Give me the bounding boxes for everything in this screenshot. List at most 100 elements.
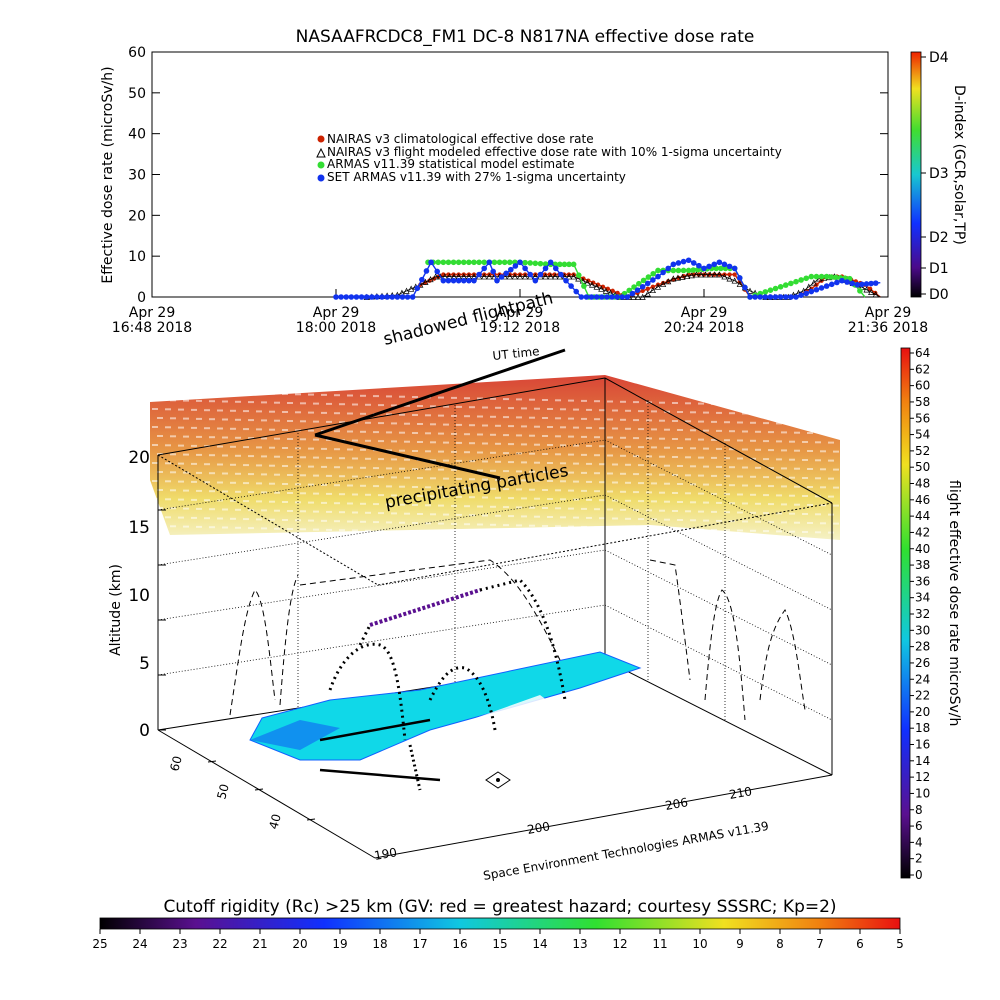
particle-dash (412, 396, 418, 398)
dose-rate-tick-label: 54 (915, 428, 930, 442)
data-point (542, 261, 549, 267)
data-point (782, 282, 789, 288)
particle-dash (508, 533, 514, 536)
particle-dash (828, 423, 834, 426)
particle-dash (269, 410, 275, 413)
particle-dash (607, 490, 613, 493)
particle-dash (196, 507, 202, 510)
particle-dash (373, 431, 379, 434)
particle-dash (386, 467, 392, 470)
dose-rate-tick-label: 18 (915, 721, 930, 735)
particle-dash (373, 503, 379, 506)
latitude-tick-label: 60 (167, 754, 184, 772)
particle-dash (750, 403, 756, 406)
cutoff-rigidity-tick-label: 23 (172, 937, 187, 951)
series-line (366, 274, 881, 298)
particle-dash (261, 401, 267, 404)
data-point (793, 278, 799, 285)
particle-dash (573, 408, 579, 411)
data-point (466, 277, 472, 284)
particle-dash (183, 489, 189, 492)
particle-dash (568, 399, 574, 402)
particle-dash (776, 404, 782, 407)
particle-dash (794, 431, 800, 434)
particle-dash (183, 507, 189, 510)
particle-dash (742, 484, 748, 487)
grid-line (157, 549, 606, 621)
particle-dash (469, 406, 475, 409)
precipitating-particles-field (150, 375, 840, 543)
particle-dash (607, 472, 613, 475)
data-point (578, 294, 585, 300)
particle-dash (789, 530, 795, 533)
particle-layer (150, 375, 840, 540)
particle-dash (742, 430, 748, 433)
particle-dash (334, 466, 340, 469)
particle-dash (651, 464, 657, 467)
particle-dash (703, 447, 709, 450)
particle-dash (308, 429, 314, 432)
data-point (675, 260, 682, 266)
particle-dash (794, 539, 800, 542)
particle-dash (243, 410, 249, 413)
particle-dash (365, 493, 371, 496)
data-point (788, 294, 794, 300)
particle-dash (703, 465, 709, 468)
particle-dash (183, 399, 189, 402)
particle-dash (261, 437, 267, 440)
particle-dash (360, 520, 366, 523)
altitude-tick-label: 0 (139, 721, 150, 741)
particle-dash (269, 464, 275, 467)
particle-dash (768, 539, 774, 542)
particle-dash (378, 458, 384, 461)
particle-dash (729, 412, 735, 415)
particle-dash (698, 402, 704, 405)
particle-dash (776, 512, 782, 515)
particle-dash (789, 476, 795, 479)
particle-dash (755, 412, 761, 415)
data-point (573, 288, 580, 295)
y-tick-label: 10 (128, 249, 146, 265)
data-point (828, 281, 835, 288)
particle-dash (490, 451, 496, 454)
legend-item: ARMAS v11.39 statistical model estimate (317, 157, 575, 171)
particle-dash (555, 471, 561, 474)
particle-dash (282, 501, 288, 503)
particle-dash (482, 406, 488, 409)
data-point (854, 281, 861, 288)
particle-dash (352, 403, 358, 406)
data-point (428, 259, 434, 266)
particle-dash (672, 510, 678, 512)
particle-dash (633, 491, 639, 494)
cutoff-rigidity-tick-label: 9 (736, 937, 744, 951)
top-flightpath-segment (314, 348, 566, 437)
particle-dash (391, 530, 397, 533)
particle-dash (477, 415, 483, 418)
particle-dash (243, 482, 249, 485)
particle-dash (672, 474, 678, 476)
particle-dash (347, 484, 353, 487)
particle-dash (638, 482, 644, 485)
particle-dash (638, 500, 644, 503)
particle-dash (404, 530, 410, 533)
particle-dash (594, 472, 600, 475)
particle-dash (217, 427, 223, 430)
particle-dash (469, 460, 475, 463)
box-edge (157, 454, 379, 586)
y-tick-label: 20 (128, 208, 146, 224)
particle-dash (477, 487, 483, 490)
particle-dash (469, 496, 475, 499)
particle-dash (568, 453, 574, 456)
particle-dash (607, 400, 613, 403)
particle-dash (781, 449, 787, 452)
particle-dash (157, 489, 163, 491)
dose-rate-tick-label: 28 (915, 640, 930, 654)
particle-dash (378, 530, 384, 533)
particle-dash (820, 432, 826, 435)
particle-dash (599, 481, 605, 484)
particle-dash (690, 465, 696, 468)
particle-dash (300, 474, 306, 477)
flightpath-shadow (759, 609, 806, 711)
particle-dash (560, 498, 566, 501)
